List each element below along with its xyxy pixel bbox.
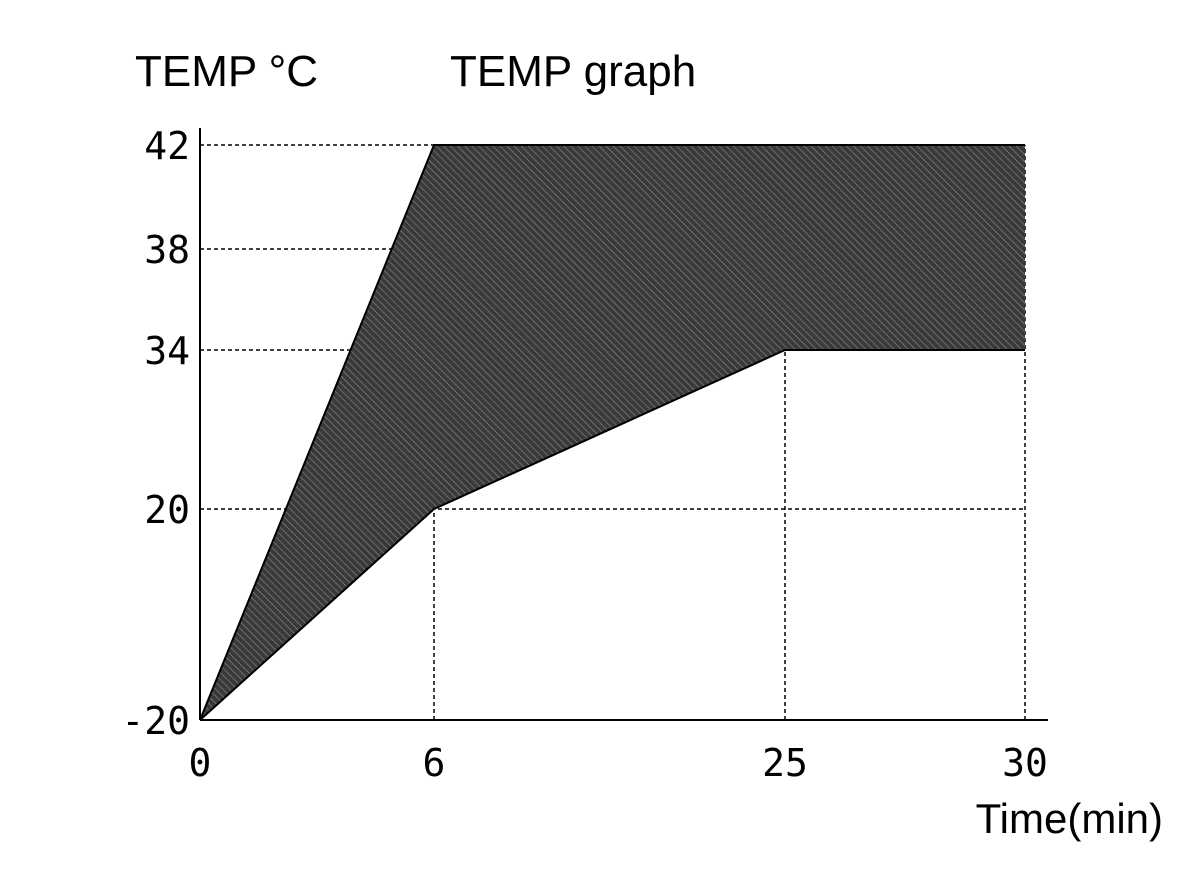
y-tick-label: 34 <box>144 329 190 373</box>
temperature-band-area <box>200 145 1025 720</box>
y-tick-label: 42 <box>144 124 190 168</box>
x-tick-labels: 0 6 25 30 <box>189 741 1048 785</box>
y-axis-label: TEMP °C <box>135 47 318 96</box>
axes <box>199 128 1048 721</box>
y-tick-label: 38 <box>144 228 190 272</box>
upper-bound-line <box>199 144 1025 721</box>
lower-bound-line <box>199 349 1025 721</box>
chart-title: TEMP graph <box>450 47 696 96</box>
y-tick-label: -20 <box>121 699 190 743</box>
x-tick-label: 25 <box>762 741 808 785</box>
x-tick-label: 6 <box>423 741 446 785</box>
x-tick-label: 0 <box>189 741 212 785</box>
band-bounds <box>199 144 1025 721</box>
x-tick-label: 30 <box>1002 741 1048 785</box>
y-tick-label: 20 <box>144 488 190 532</box>
x-axis-label: Time(min) <box>976 795 1163 842</box>
y-tick-labels: -20 20 34 38 42 <box>121 124 190 743</box>
